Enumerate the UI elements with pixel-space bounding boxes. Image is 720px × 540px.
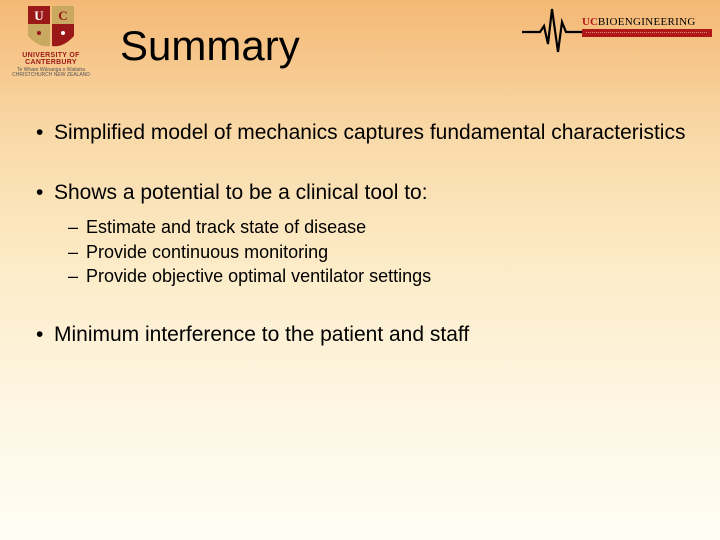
bioeng-uc: UC xyxy=(582,16,598,28)
uc-line1: UNIVERSITY OF xyxy=(22,52,79,59)
list-item: Provide continuous monitoring xyxy=(54,240,692,264)
list-item: Provide objective optimal ventilator set… xyxy=(54,264,692,288)
list-item: Estimate and track state of disease xyxy=(54,215,692,239)
sub-text: Provide objective optimal ventilator set… xyxy=(86,266,431,286)
bioeng-word: UCBIOENGINEERING xyxy=(582,16,712,28)
sub-list: Estimate and track state of disease Prov… xyxy=(54,215,692,288)
bullet-text: Minimum interference to the patient and … xyxy=(54,323,469,346)
bioeng-bar xyxy=(582,29,712,37)
bioeng-rest: BIOENGINEERING xyxy=(598,16,696,28)
list-item: Simplified model of mechanics captures f… xyxy=(28,120,692,146)
uc-subline: Te Whare Wānanga o Waitaha CHRISTCHURCH … xyxy=(10,68,92,79)
slide-title: Summary xyxy=(120,22,300,70)
bullet-list: Simplified model of mechanics captures f… xyxy=(28,120,692,348)
shield-icon: U C xyxy=(26,6,76,50)
list-item: Shows a potential to be a clinical tool … xyxy=(28,180,692,289)
slide: U C UNIVERSITY OF CANTERBURY Te Whare Wā… xyxy=(0,0,720,540)
bioeng-logo: UCBIOENGINEERING xyxy=(522,4,712,64)
bioeng-label: UCBIOENGINEERING xyxy=(582,16,712,37)
uc-logo-text: UNIVERSITY OF CANTERBURY xyxy=(22,52,79,67)
svg-text:C: C xyxy=(58,8,67,23)
bullet-text: Shows a potential to be a clinical tool … xyxy=(54,181,428,204)
header: U C UNIVERSITY OF CANTERBURY Te Whare Wā… xyxy=(0,0,720,100)
list-item: Minimum interference to the patient and … xyxy=(28,322,692,348)
uc-logo: U C UNIVERSITY OF CANTERBURY Te Whare Wā… xyxy=(10,6,92,84)
bullet-text: Simplified model of mechanics captures f… xyxy=(54,121,685,144)
sub-text: Provide continuous monitoring xyxy=(86,242,328,262)
uc-line2: CANTERBURY xyxy=(22,59,79,66)
content: Simplified model of mechanics captures f… xyxy=(0,100,720,348)
sub-text: Estimate and track state of disease xyxy=(86,217,366,237)
svg-text:U: U xyxy=(34,8,44,23)
